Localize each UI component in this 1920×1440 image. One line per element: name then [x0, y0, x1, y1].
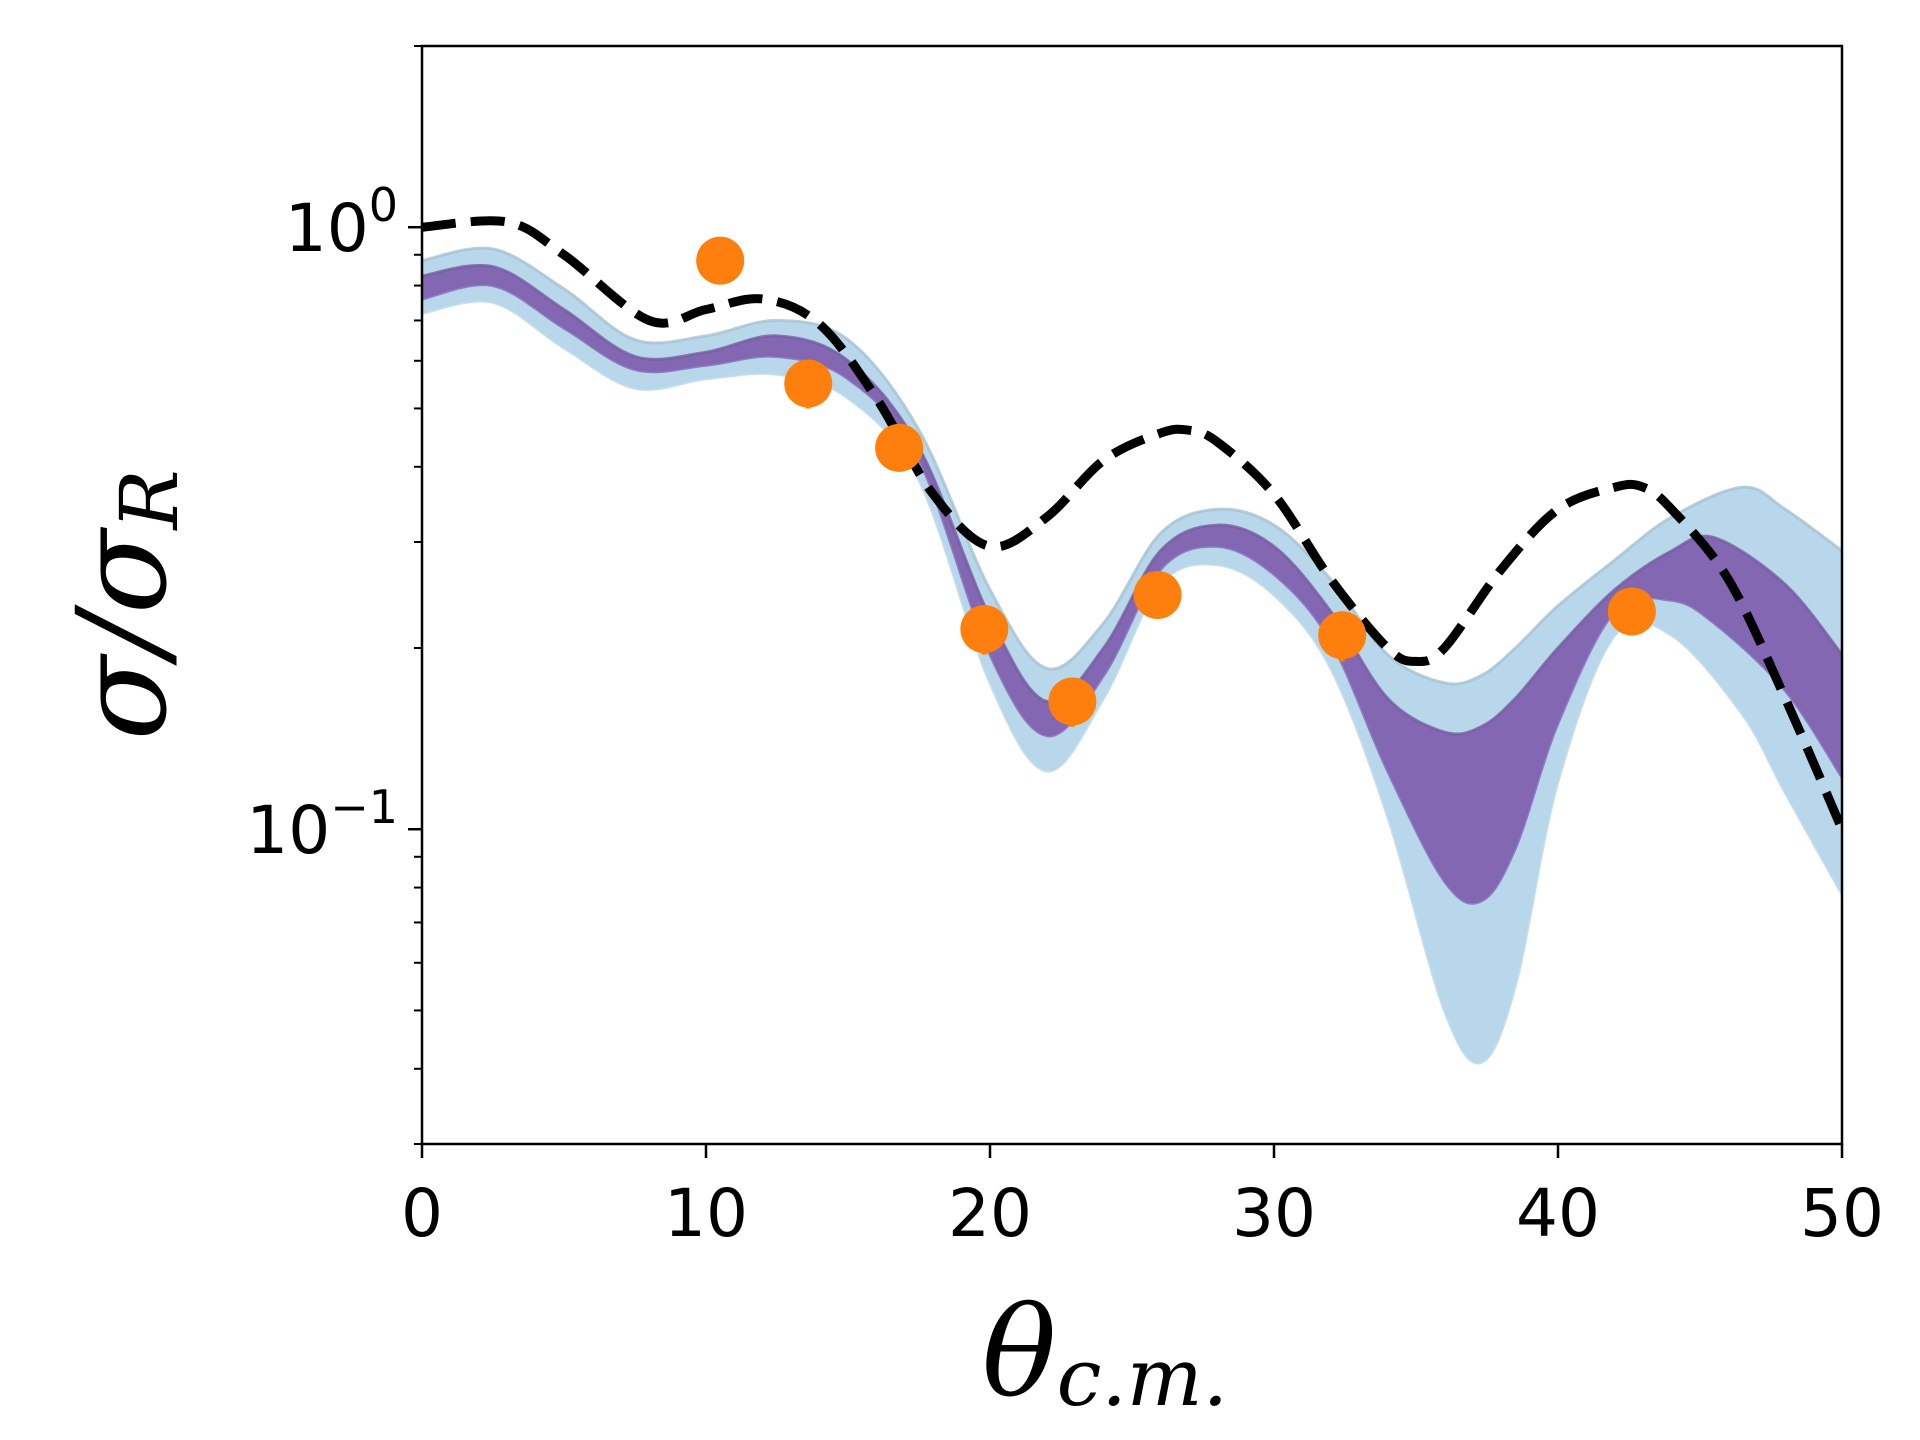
data-point-1 [784, 359, 833, 408]
band-1-lower-edge [422, 283, 1842, 905]
y-tick-label-1: 100 [285, 178, 398, 267]
x-tick-label-4: 40 [1516, 1175, 1600, 1252]
plot-frame [420, 44, 1844, 1146]
data-point-7 [1607, 587, 1656, 636]
x-tick-label-0: 0 [401, 1175, 443, 1252]
axes: 0 10 20 30 40 50 10−1 100 [246, 44, 1884, 1252]
plot-series [422, 216, 1842, 1065]
data-point-0 [696, 236, 745, 285]
x-tick-label-5: 50 [1800, 1175, 1884, 1252]
x-axis-label: θc.m. [982, 1281, 1228, 1425]
labels: θc.m. σ/σR [51, 469, 1228, 1425]
y-axis-label: σ/σR [51, 469, 196, 740]
y-tick-label-0: 10−1 [246, 780, 398, 869]
data-point-5 [1133, 570, 1182, 619]
data-point-6 [1318, 611, 1367, 660]
data-point-4 [1048, 677, 1097, 726]
plot-area [422, 216, 1842, 1065]
dashed-line-series [422, 216, 1842, 831]
data-point-3 [960, 605, 1009, 654]
x-tick-label-2: 20 [948, 1175, 1032, 1252]
band-0-lower-edge [422, 299, 1842, 1065]
band-0-upper-edge [422, 246, 1842, 686]
band-1-upper-edge [422, 263, 1842, 736]
x-tick-label-1: 10 [664, 1175, 748, 1252]
x-tick-label-3: 30 [1232, 1175, 1316, 1252]
band-1 [422, 265, 1842, 904]
data-point-2 [875, 423, 924, 472]
